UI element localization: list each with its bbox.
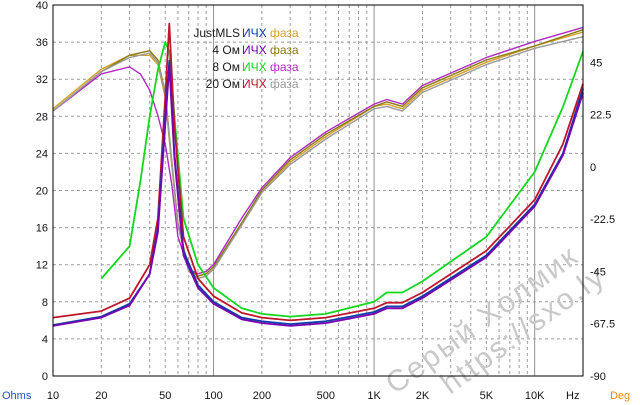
y-left-tick-label: 16 (36, 223, 48, 235)
x-axis-ticks: 10 20 50 100 200 500 1K 2K 5K 10K (47, 390, 545, 402)
y-axis-right-ticks: -90 -67.5 -45 -22.5 0 22.5 45 (590, 57, 615, 383)
y-left-tick-label: 24 (36, 148, 48, 160)
y-right-tick-label: -22.5 (590, 214, 615, 226)
y-left-tick-label: 28 (36, 111, 48, 123)
series-line-magnitude (52, 22, 584, 322)
x-tick-label: 50 (159, 390, 171, 402)
y-left-tick-label: 8 (42, 297, 48, 309)
legend-entry-name: 20 Ом (206, 77, 240, 91)
x-tick-label: 200 (253, 390, 271, 402)
y-left-unit-label: Ohms (2, 390, 32, 402)
y-left-tick-label: 40 (36, 0, 48, 12)
y-right-tick-label: -90 (590, 371, 606, 383)
y-right-tick-label: 22.5 (590, 110, 611, 122)
plot-frame (52, 4, 584, 377)
legend-entry-phase: фаза (270, 43, 299, 57)
legend-entry-magnitude: ИЧХ (242, 60, 267, 74)
series-line-magnitude (52, 64, 584, 327)
x-tick-label: 5K (480, 390, 494, 402)
series-line-magnitude (100, 41, 584, 318)
x-tick-label: 10 (47, 390, 59, 402)
legend-entry-phase: фаза (270, 77, 299, 91)
x-unit-label: Hz (566, 390, 579, 402)
y-left-tick-label: 0 (42, 371, 48, 383)
x-tick-label: 20 (95, 390, 107, 402)
series-line-phase (52, 29, 584, 277)
legend-entry-magnitude: ИЧХ (242, 77, 267, 91)
legend-entry-magnitude: ИЧХ (242, 26, 267, 40)
y-left-tick-label: 20 (36, 186, 48, 198)
series-lines (52, 22, 584, 327)
series-line-phase (52, 36, 584, 280)
y-left-tick-label: 4 (42, 334, 48, 346)
legend-entry-magnitude: ИЧХ (242, 43, 267, 57)
legend-entry-name: 4 Ом (212, 43, 240, 57)
y-right-tick-label: -67.5 (590, 319, 615, 331)
y-right-tick-label: -45 (590, 266, 606, 278)
y-right-tick-label: 0 (590, 162, 596, 174)
x-tick-label: 500 (317, 390, 335, 402)
y-right-unit-label: Deg (610, 390, 630, 402)
legend-entry-phase: фаза (270, 26, 299, 40)
y-left-tick-label: 36 (36, 37, 48, 49)
legend-entry-phase: фаза (270, 60, 299, 74)
x-tick-label: 1K (367, 390, 381, 402)
y-right-tick-label: 45 (590, 57, 602, 69)
x-tick-label: 2K (416, 390, 430, 402)
y-left-tick-label: 12 (36, 260, 48, 272)
y-axis-left-ticks: 0 4 8 12 16 20 24 28 32 36 40 (36, 0, 48, 383)
x-tick-label: 100 (204, 390, 222, 402)
legend-entry-name: JustMLS (193, 26, 240, 40)
y-left-tick-label: 32 (36, 74, 48, 86)
x-tick-label: 10K (525, 390, 545, 402)
legend-entry-name: 8 Ом (212, 60, 240, 74)
series-line-phase (52, 26, 584, 275)
